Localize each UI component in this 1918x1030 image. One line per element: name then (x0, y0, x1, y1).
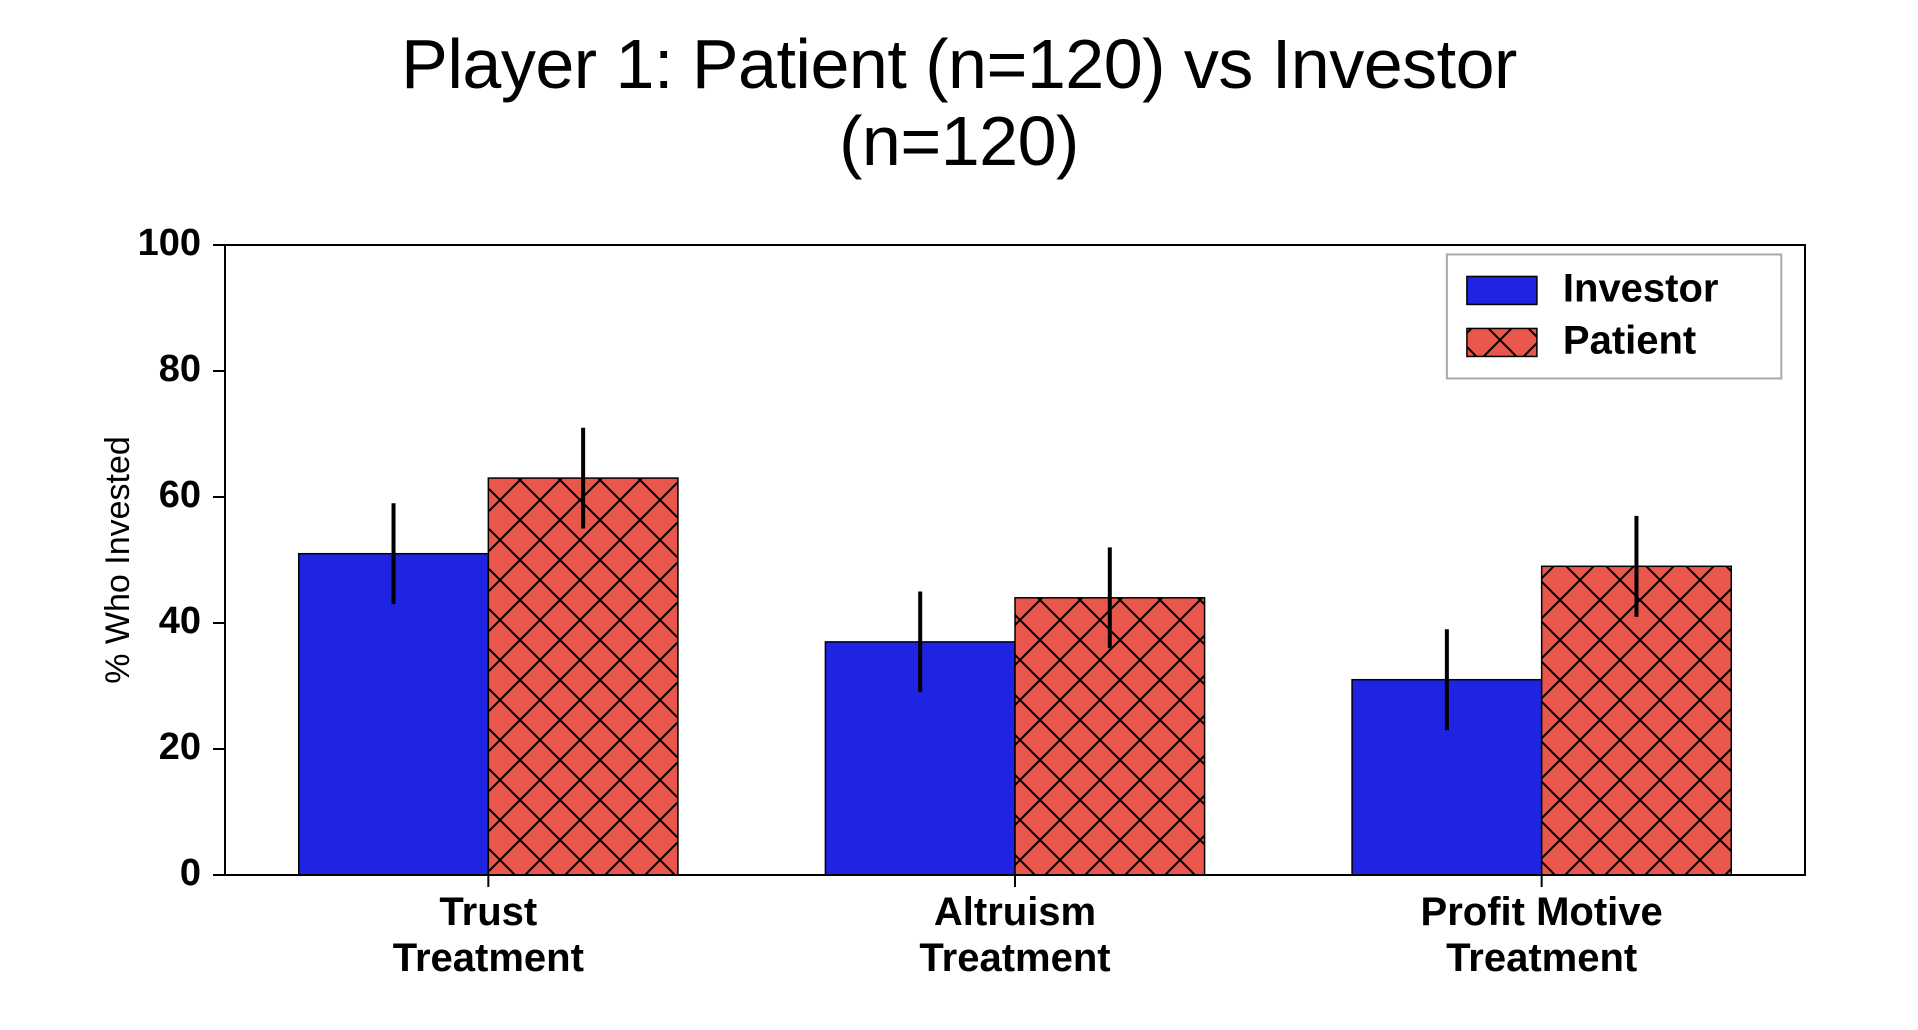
x-tick-label: Treatment (919, 936, 1110, 980)
bar-patient (488, 478, 678, 875)
legend: Investor Patient (1447, 254, 1781, 378)
legend-swatch (1467, 276, 1537, 304)
y-axis-label: % Who Invested (99, 436, 137, 684)
legend-label: Investor (1563, 267, 1719, 311)
x-tick-label: Treatment (393, 936, 584, 980)
legend-label: Patient (1563, 319, 1696, 363)
y-tick-label: 40 (159, 600, 201, 642)
figure: Player 1: Patient (n=120) vs Investor (n… (0, 0, 1918, 1030)
x-tick-label: Trust (439, 890, 537, 934)
y-tick-label: 0 (180, 852, 201, 894)
x-tick-label: Profit Motive (1421, 890, 1663, 934)
legend-swatch (1467, 328, 1537, 356)
y-tick-label: 100 (138, 222, 201, 264)
bar-chart: 020406080100% Who InvestedTrustTreatment… (0, 0, 1918, 1030)
y-tick-label: 80 (159, 348, 201, 390)
x-tick-label: Treatment (1446, 936, 1637, 980)
y-tick-label: 20 (159, 726, 201, 768)
x-tick-label: Altruism (934, 890, 1096, 934)
y-tick-label: 60 (159, 474, 201, 516)
